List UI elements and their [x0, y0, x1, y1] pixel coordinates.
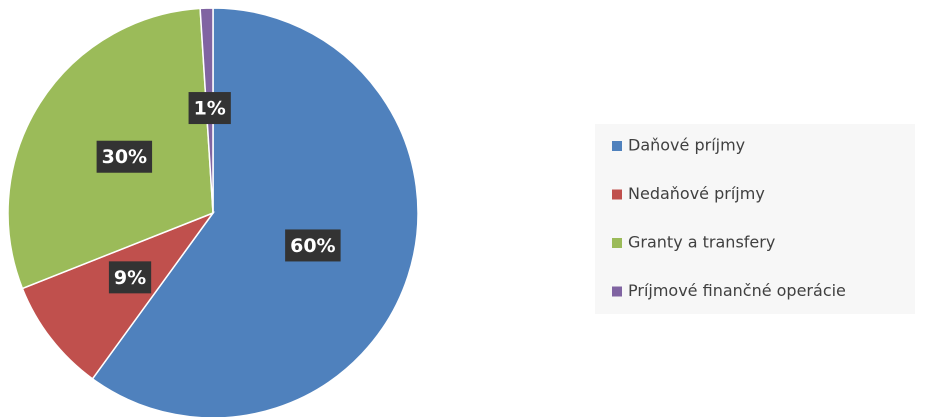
legend-swatch	[612, 286, 622, 297]
data-label-text: 1%	[194, 98, 226, 120]
data-label-bg	[96, 140, 153, 173]
legend-swatch	[612, 238, 622, 248]
legend-label: Daňové príjmy	[628, 136, 745, 155]
data-label-bg	[188, 92, 231, 125]
pie-slice	[21, 211, 216, 380]
legend-box	[595, 124, 915, 314]
legend-swatch	[612, 189, 622, 200]
data-label-bg	[285, 229, 341, 262]
data-label-text: 30%	[102, 146, 147, 168]
legend-label: Príjmové finančné operácie	[628, 281, 846, 300]
legend-label: Granty a transfery	[628, 233, 775, 252]
data-label-text: 9%	[114, 267, 146, 289]
legend-label: Nedaňové príjmy	[628, 184, 765, 203]
pie-slice	[91, 7, 419, 417]
legend-swatch	[612, 141, 622, 151]
data-label-text: 60%	[290, 235, 335, 257]
data-label-bg	[108, 261, 152, 294]
